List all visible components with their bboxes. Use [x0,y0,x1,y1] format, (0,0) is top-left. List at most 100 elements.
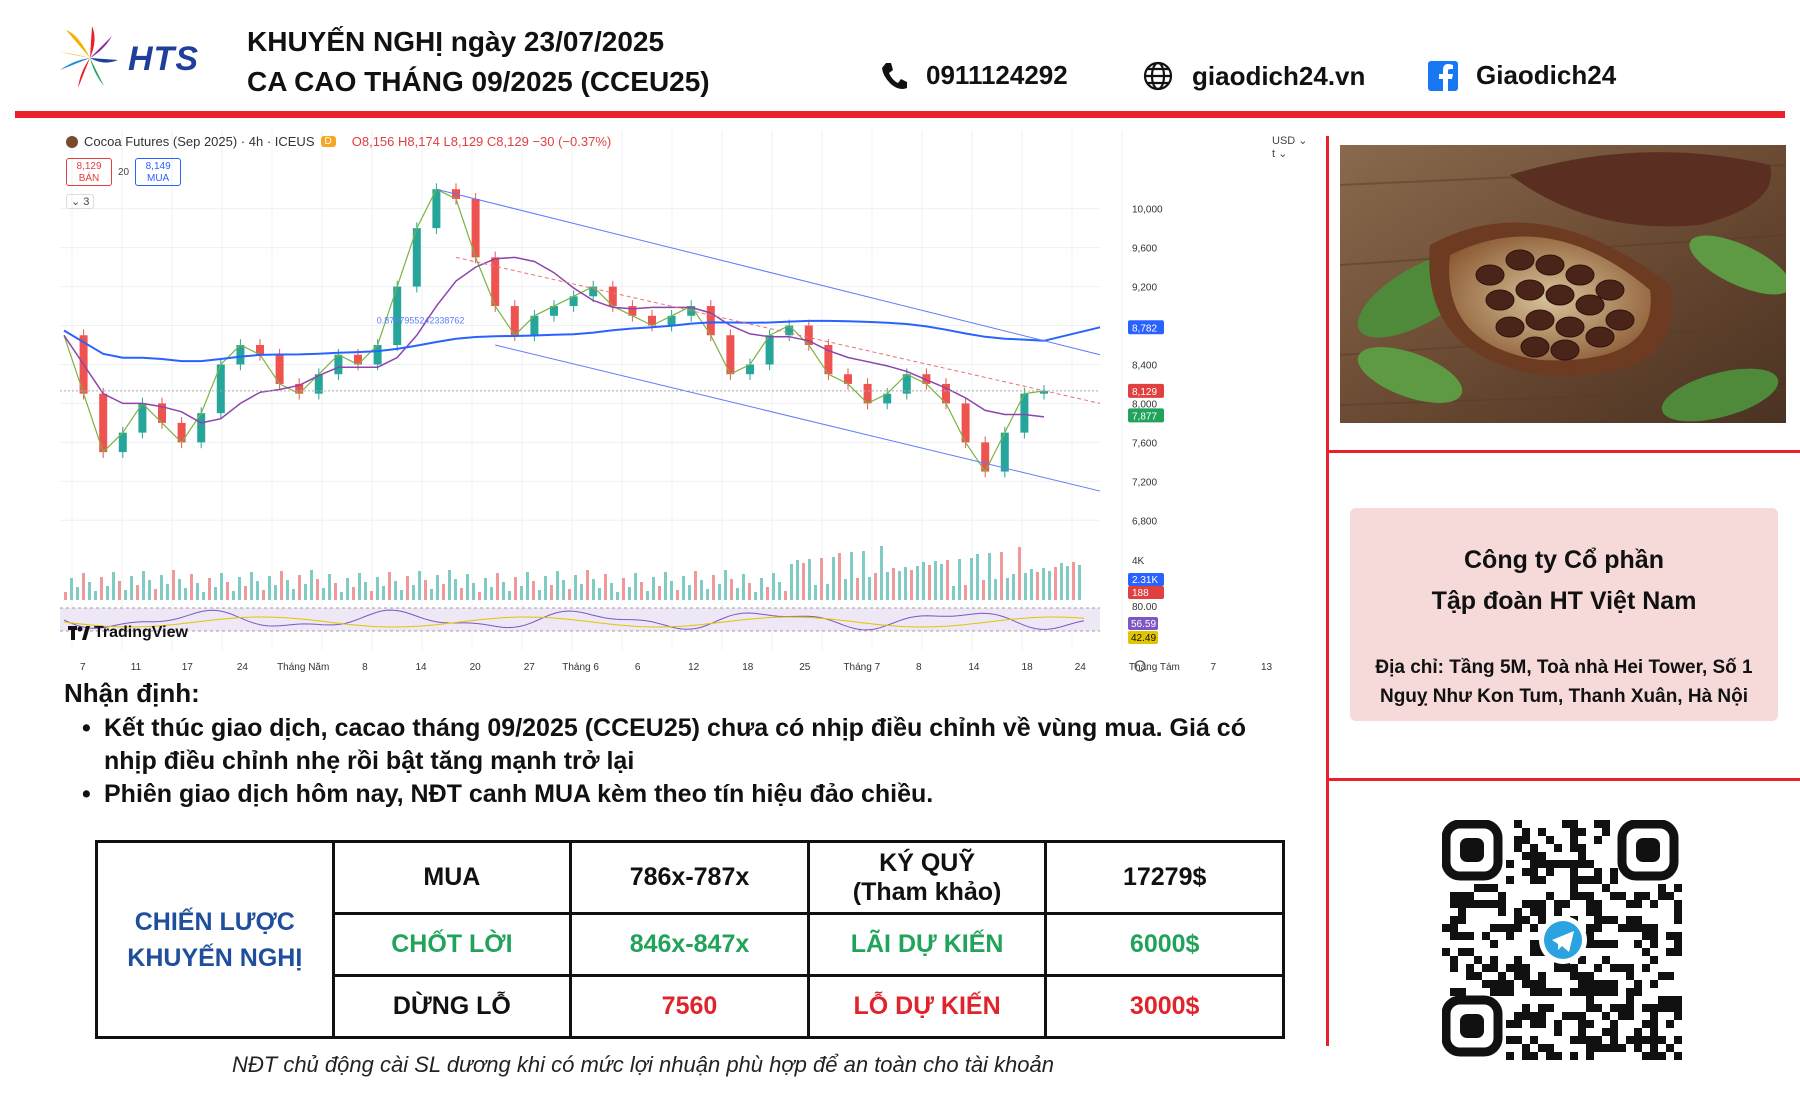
qr-module [1554,844,1562,852]
candle-body [804,325,813,345]
qr-module [1530,852,1538,860]
rsi-tag-label: 42.49 [1131,633,1156,644]
volume-bar [424,580,427,600]
time-tick-label: 8 [916,662,922,673]
volume-bar [586,570,589,600]
price-tick-label: 7,200 [1132,477,1157,488]
time-tick-label: 18 [742,662,754,673]
buy-button[interactable]: 8,149 MUA [135,158,182,186]
price-tick-label: 8,000 [1132,399,1157,410]
volume-bar [124,590,127,600]
qr-module [1610,1036,1618,1044]
volume-bar [130,576,133,600]
indicator-toggle[interactable]: ⌄ 3 [66,194,95,209]
margin-label-cell: KÝ QUỸ (Tham khảo) [806,840,1048,915]
qr-module [1634,1044,1642,1052]
volume-bar [676,590,679,600]
qr-module [1530,1020,1538,1028]
qr-module [1578,1012,1586,1020]
qr-module [1530,1012,1538,1020]
qr-module [1570,1052,1578,1060]
chart-legend: Cocoa Futures (Sep 2025) · 4h · ICEUS D … [66,134,611,149]
qr-module [1506,924,1514,932]
volume-bar [916,566,919,600]
qr-module [1570,884,1578,892]
tradingview-logo: TradingView [68,624,188,642]
volume-bar [292,589,295,600]
candle-body [510,306,519,336]
qr-module [1634,892,1642,900]
qr-module [1562,900,1570,908]
telegram-qr-code[interactable] [1441,819,1684,1060]
volume-bar [580,584,583,600]
qr-module [1626,916,1634,924]
volume-tag [1128,586,1164,599]
qr-module [1586,972,1594,980]
qr-module [1514,1012,1522,1020]
volume-bar [622,578,625,600]
phone-contact[interactable]: 0911124292 [880,60,1068,91]
volume-bar [298,575,301,600]
candle-body [158,403,166,423]
volume-bar [364,582,367,600]
settings-icon [1134,660,1146,672]
qr-module [1570,828,1578,836]
qr-module [1666,972,1674,980]
qr-module [1594,1036,1602,1044]
qr-module [1538,972,1546,980]
qr-module [1546,1052,1554,1060]
sell-label: BÁN [78,173,100,184]
qr-module [1562,860,1570,868]
volume-bar [166,584,169,600]
volume-bar [262,590,265,600]
qr-module [1594,820,1602,828]
candle-body [334,354,343,375]
qr-module [1466,964,1474,972]
candle-body [216,364,225,414]
buy-price: 8,149 [145,161,171,172]
volume-bar [550,585,553,600]
website-contact[interactable]: giaodich24.vn [1142,60,1365,92]
qr-module [1674,1004,1682,1012]
volume-bar [70,578,73,600]
qr-module [1602,1044,1610,1052]
price-tick-label: 8,400 [1132,360,1157,371]
price-tag-label: 8,782 [1132,323,1157,334]
qr-module [1450,932,1458,940]
order-buttons: 8,129 BÁN 20 8,149 MUA [66,158,182,186]
qr-module [1650,956,1658,964]
title-date-line: KHUYẾN NGHỊ ngày 23/07/2025 [247,26,665,57]
volume-bar [148,580,151,600]
currency-selector[interactable]: USD ⌄ t ⌄ [1272,135,1308,160]
qr-module [1570,844,1578,852]
volume-bar [1006,578,1009,600]
qr-module [1586,996,1594,1004]
volume-bar [316,579,319,600]
sell-button[interactable]: 8,129 BÁN [66,158,112,186]
candle-body [628,306,637,316]
volume-bar [628,587,631,600]
volume-bar [730,579,733,600]
sell-price: 8,129 [76,161,102,172]
qr-module [1538,828,1546,836]
volume-bar [790,564,793,600]
candle-body [589,286,598,297]
qr-module [1626,1012,1634,1020]
qr-module [1594,900,1602,908]
price-tag-label: 8,129 [1132,387,1157,398]
volume-bar [406,576,409,600]
qr-module [1658,892,1666,900]
volume-bar [250,572,253,600]
qr-module [1594,988,1602,996]
volume-bar [172,570,175,600]
volume-bar [484,578,487,600]
volume-bar [994,579,997,600]
volume-bar [136,585,139,600]
logo-text: HTS [128,40,199,78]
qr-module [1530,868,1538,876]
volume-bar [202,592,205,600]
volume-bar [838,553,841,600]
facebook-contact[interactable]: Giaodich24 [1428,60,1616,91]
volume-bar [82,573,85,600]
volume-bar [502,582,505,600]
